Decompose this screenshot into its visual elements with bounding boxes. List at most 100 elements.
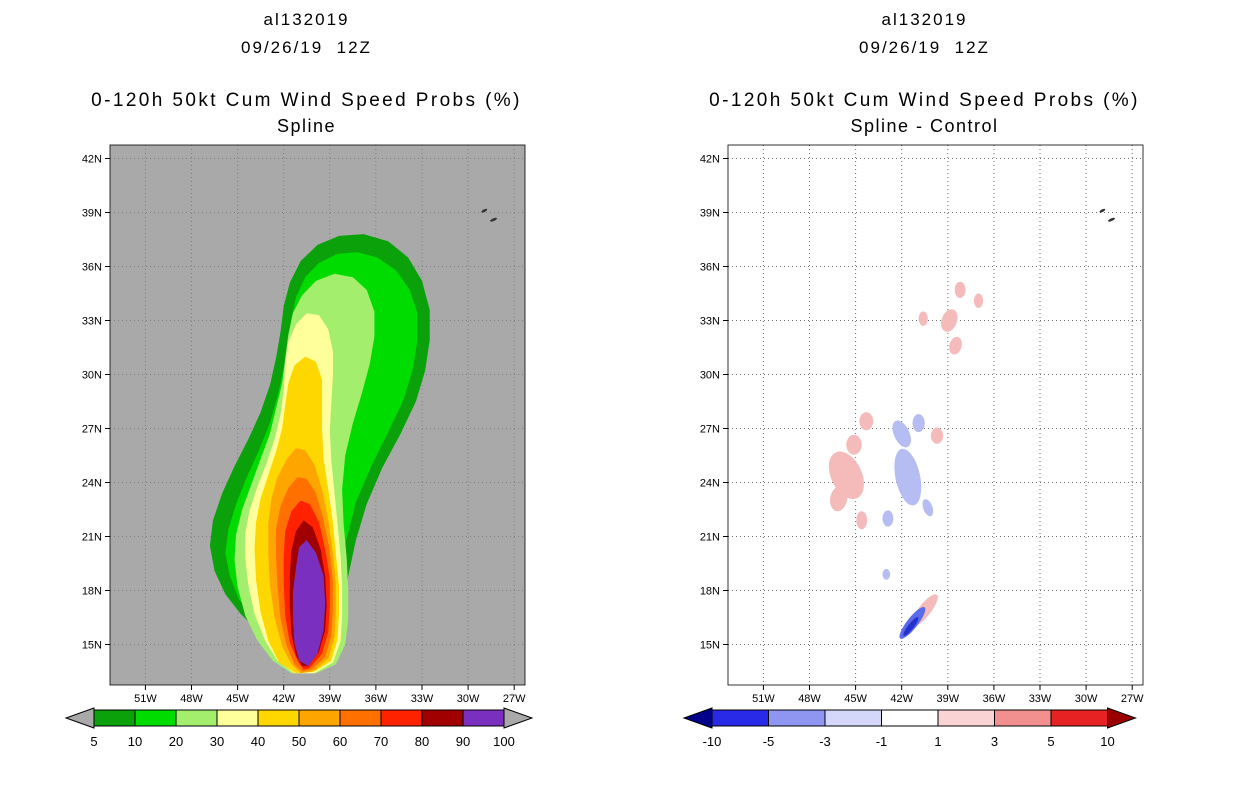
lon-tick-label: 30W <box>457 693 480 705</box>
lon-tick-label: 48W <box>798 693 821 705</box>
colorbar-segment <box>298 709 341 727</box>
colorbar-segment <box>257 709 300 727</box>
colorbar-segment <box>421 709 464 727</box>
diff-blob <box>954 281 966 298</box>
diff-blob <box>918 311 928 326</box>
lat-tick-label: 30N <box>700 370 720 382</box>
lon-tick-label: 27W <box>503 693 526 705</box>
colorbar-segment <box>937 709 995 727</box>
diff-blob <box>859 412 874 431</box>
colorbar-tick-label: -3 <box>819 734 831 749</box>
storm-id: al132019 <box>263 10 350 29</box>
lon-tick-label: 36W <box>983 693 1006 705</box>
azores-islands <box>1099 208 1116 222</box>
diff-blob <box>973 293 984 308</box>
map-border <box>727 144 1144 686</box>
axis-labels: 42N 39N 36N 33N 30N 27N 24N 21N 18N 15N 51W 48W 45W 4… <box>82 154 526 706</box>
lat-tick-label: 36N <box>700 262 720 274</box>
colorbar-tick-label: 60 <box>333 734 347 749</box>
lat-tick-label: 33N <box>82 316 102 328</box>
colorbar-segment <box>93 709 136 727</box>
probability-colorbar: 5 10 20 30 40 50 60 70 80 90 100 <box>64 707 534 749</box>
colorbar-segment <box>380 709 423 727</box>
lon-tick-label: 45W <box>226 693 249 705</box>
colorbar-left-arrow <box>682 707 713 729</box>
lat-tick-label: 33N <box>700 316 720 328</box>
lat-tick-label: 24N <box>82 478 102 490</box>
colorbar-segment <box>462 709 505 727</box>
diff-blob <box>949 336 962 355</box>
colorbar-segment <box>824 709 882 727</box>
lon-tick-label: 42W <box>272 693 295 705</box>
diff-blob <box>930 427 944 444</box>
diff-blob <box>941 309 958 332</box>
panel-title: 0-120h 50kt Cum Wind Speed Probs (%) <box>709 90 1140 111</box>
init-time: 09/26/19 12Z <box>859 38 990 57</box>
colorbar-tick-label: 90 <box>456 734 470 749</box>
panel-subtitle: Spline <box>276 116 337 136</box>
diff-blobs <box>828 281 984 639</box>
lat-tick-label: 15N <box>82 640 102 652</box>
diff-blob <box>856 511 868 530</box>
colorbar-segment <box>711 709 769 727</box>
diff-blob <box>846 434 862 455</box>
colorbar-tick-label: 5 <box>90 734 97 749</box>
lat-tick-label: 39N <box>700 208 720 220</box>
storm-id: al132019 <box>881 10 968 29</box>
colorbar-segment <box>216 709 259 727</box>
colorbar-tick-label: 100 <box>493 734 515 749</box>
panel-spline-minus-control: al132019 09/26/19 12Z 0-120h 50kt Cum Wi… <box>682 0 1167 800</box>
lat-tick-label: 39N <box>82 208 102 220</box>
colorbar-segment <box>881 709 939 727</box>
lon-tick-label: 39W <box>318 693 341 705</box>
lon-tick-label: 42W <box>890 693 913 705</box>
map-border <box>109 144 526 686</box>
panel-subtitle: Spline - Control <box>850 116 999 136</box>
lon-tick-label: 51W <box>752 693 775 705</box>
colorbar-segment <box>339 709 382 727</box>
difference-map: 42N 39N 36N 33N 30N 27N 24N 21N 18N 15N 51W 48W 45W 4… <box>700 144 1144 705</box>
colorbar-segment <box>994 709 1052 727</box>
colorbar-tick-label: 40 <box>251 734 265 749</box>
lon-tick-label: 39W <box>936 693 959 705</box>
colorbar-right-arrow <box>1107 707 1137 729</box>
colorbar-tick-label: 30 <box>210 734 224 749</box>
difference-colorbar: -10 -5 -3 -1 1 3 5 10 <box>682 707 1137 749</box>
colorbar-tick-label: 50 <box>292 734 306 749</box>
lon-tick-label: 45W <box>844 693 867 705</box>
colorbar-left-arrow <box>64 707 95 729</box>
colorbar-tick-label: 70 <box>374 734 388 749</box>
contour-level-90 <box>292 540 326 667</box>
lon-tick-label: 36W <box>365 693 388 705</box>
diff-blob <box>922 499 934 517</box>
lat-tick-label: 24N <box>700 478 720 490</box>
lat-tick-label: 42N <box>82 154 102 166</box>
colorbar-segment <box>175 709 218 727</box>
lat-tick-label: 27N <box>700 424 720 436</box>
colorbar-tick-label: 1 <box>934 734 941 749</box>
lon-tick-label: 48W <box>180 693 203 705</box>
azores-islands <box>481 208 498 222</box>
colorbar-tick-label: 5 <box>1047 734 1054 749</box>
contour-field <box>209 234 430 674</box>
panel-spline: al132019 09/26/19 12Z 0-120h 50kt Cum Wi… <box>64 0 549 800</box>
lat-tick-label: 30N <box>82 370 102 382</box>
colorbar-tick-label: 20 <box>169 734 183 749</box>
lat-tick-label: 42N <box>700 154 720 166</box>
colorbar-right-arrow <box>503 707 534 729</box>
diff-blob <box>882 568 891 580</box>
colorbar-tick-label: 80 <box>415 734 429 749</box>
lat-tick-label: 27N <box>82 424 102 436</box>
colorbar-tick-label: 10 <box>1100 734 1114 749</box>
colorbar-tick-label: 3 <box>991 734 998 749</box>
lat-tick-label: 21N <box>82 532 102 544</box>
diff-blob <box>912 414 925 433</box>
colorbar-segment <box>768 709 826 727</box>
diff-blob <box>903 617 919 636</box>
init-time: 09/26/19 12Z <box>241 38 372 57</box>
colorbar-segment <box>134 709 177 727</box>
island-mark <box>1107 217 1116 222</box>
lon-tick-label: 33W <box>411 693 434 705</box>
lat-tick-label: 18N <box>700 586 720 598</box>
